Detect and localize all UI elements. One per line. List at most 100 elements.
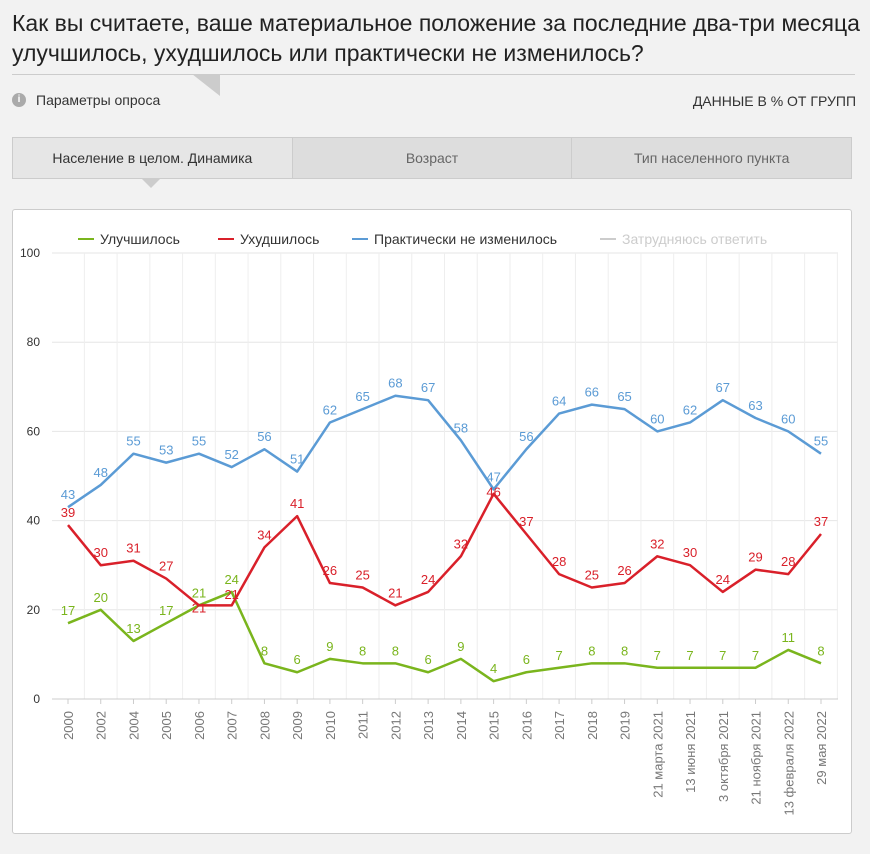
data-label: 47 (486, 469, 500, 484)
tab-population-dynamics[interactable]: Население в целом. Динамика (13, 138, 293, 178)
x-tick-label: 29 мая 2022 (814, 711, 829, 785)
data-label: 51 (290, 452, 304, 467)
x-tick-label: 21 марта 2021 (650, 711, 665, 798)
data-label: 24 (421, 572, 435, 587)
data-label: 8 (261, 643, 268, 658)
data-label: 67 (716, 380, 730, 395)
data-label: 56 (519, 429, 533, 444)
data-label: 28 (552, 554, 566, 569)
y-tick-label: 40 (27, 514, 41, 528)
x-tick-label: 2004 (126, 711, 141, 740)
data-label: 6 (294, 652, 301, 667)
data-label: 26 (617, 563, 631, 578)
data-label: 62 (683, 402, 697, 417)
x-tick-label: 21 ноября 2021 (749, 711, 764, 805)
data-label: 8 (621, 643, 628, 658)
data-label: 9 (457, 639, 464, 654)
data-label: 53 (159, 443, 173, 458)
x-tick-label: 2010 (323, 711, 338, 740)
data-label: 8 (588, 643, 595, 658)
data-label: 8 (359, 643, 366, 658)
data-label: 55 (126, 434, 140, 449)
data-label: 25 (355, 568, 369, 583)
data-label: 8 (392, 643, 399, 658)
series-line (67, 590, 822, 683)
data-label: 7 (719, 648, 726, 663)
chart-panel (12, 209, 852, 834)
tab-bar: Население в целом. Динамика Возраст Тип … (12, 137, 852, 179)
data-label: 29 (748, 550, 762, 565)
x-tick-label: 2018 (585, 711, 600, 740)
data-label: 65 (355, 389, 369, 404)
series-line (67, 492, 822, 607)
x-tick-label: 2019 (618, 711, 633, 740)
data-label: 21 (192, 585, 206, 600)
data-label: 4 (490, 661, 497, 676)
divider-notch (192, 74, 220, 96)
data-label: 21 (192, 600, 206, 615)
x-tick-label: 2006 (192, 711, 207, 740)
x-tick-label: 3 октября 2021 (716, 711, 731, 802)
page-title: Как вы считаете, ваше материальное полож… (12, 10, 860, 66)
units-label: ДАННЫЕ В % ОТ ГРУПП (692, 93, 856, 109)
x-tick-label: 2002 (94, 711, 109, 740)
data-label: 17 (61, 603, 75, 618)
data-label: 46 (486, 484, 500, 499)
x-tick-label: 2000 (61, 711, 76, 740)
y-tick-label: 60 (27, 424, 41, 438)
legend-item: Ухудшилось (240, 231, 319, 247)
data-label: 56 (257, 429, 271, 444)
x-tick-label: 13 июня 2021 (683, 711, 698, 793)
x-tick-label: 2015 (487, 711, 502, 740)
data-label: 60 (781, 411, 795, 426)
x-tick-label: 2009 (290, 711, 305, 740)
data-label: 64 (552, 394, 566, 409)
data-label: 26 (323, 563, 337, 578)
divider (12, 74, 855, 75)
data-label: 37 (519, 514, 533, 529)
x-tick-label: 2017 (552, 711, 567, 740)
data-label: 7 (654, 648, 661, 663)
x-tick-label: 2016 (519, 711, 534, 740)
data-label: 66 (585, 385, 599, 400)
data-label: 55 (192, 434, 206, 449)
legend-item: Практически не изменилось (374, 231, 557, 247)
x-tick-label: 2011 (356, 711, 371, 739)
tab-age[interactable]: Возраст (293, 138, 573, 178)
active-tab-caret (142, 179, 160, 188)
data-label: 24 (224, 572, 238, 587)
data-label: 11 (782, 630, 796, 645)
info-icon: i (12, 93, 26, 107)
data-label: 7 (686, 648, 693, 663)
data-label: 52 (224, 447, 238, 462)
data-label: 28 (781, 554, 795, 569)
legend-item: Улучшилось (100, 231, 180, 247)
data-label: 39 (61, 505, 75, 520)
data-label: 48 (94, 465, 108, 480)
x-tick-label: 13 февраля 2022 (781, 711, 796, 816)
y-tick-label: 80 (27, 335, 41, 349)
y-tick-label: 0 (33, 692, 40, 706)
data-label: 20 (94, 590, 108, 605)
data-label: 6 (425, 652, 432, 667)
data-label: 34 (257, 527, 271, 542)
x-tick-label: 2013 (421, 711, 436, 740)
y-tick-label: 100 (20, 246, 40, 260)
x-tick-label: 2007 (225, 711, 240, 740)
data-label: 30 (683, 545, 697, 560)
survey-params-link[interactable]: i Параметры опроса (12, 92, 160, 108)
data-label: 25 (585, 568, 599, 583)
data-label: 62 (323, 402, 337, 417)
data-label: 21 (224, 587, 238, 602)
tab-settlement-type[interactable]: Тип населенного пункта (633, 150, 790, 166)
data-label: 6 (523, 652, 530, 667)
data-label: 8 (817, 643, 824, 658)
x-tick-label: 2005 (159, 711, 174, 740)
data-label: 7 (555, 648, 562, 663)
data-label: 24 (716, 572, 730, 587)
data-label: 30 (94, 545, 108, 560)
data-label: 32 (650, 536, 664, 551)
data-label: 60 (650, 411, 664, 426)
data-label: 31 (126, 541, 140, 556)
